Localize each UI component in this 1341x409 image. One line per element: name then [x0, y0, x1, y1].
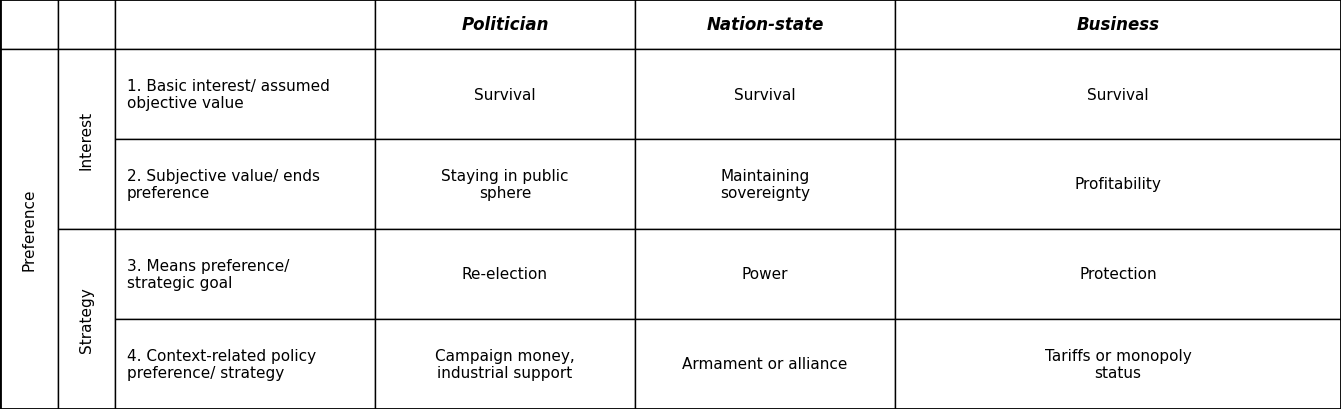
Bar: [375, 229, 636, 319]
Bar: [115, 319, 375, 409]
Text: Business: Business: [1077, 16, 1160, 34]
Text: Survival: Survival: [1088, 87, 1149, 102]
Text: Strategy: Strategy: [79, 286, 94, 352]
Bar: [0, 50, 58, 409]
Bar: [58, 0, 115, 50]
Bar: [894, 50, 1341, 139]
Text: Staying in public
sphere: Staying in public sphere: [441, 169, 569, 201]
Text: 2. Subjective value/ ends
preference: 2. Subjective value/ ends preference: [127, 169, 320, 201]
Text: Profitability: Profitability: [1074, 177, 1161, 192]
Text: 1. Basic interest/ assumed
objective value: 1. Basic interest/ assumed objective val…: [127, 79, 330, 111]
Text: Maintaining
sovereignty: Maintaining sovereignty: [720, 169, 810, 201]
Bar: [636, 139, 894, 229]
Bar: [636, 319, 894, 409]
Text: Tariffs or monopoly
status: Tariffs or monopoly status: [1045, 348, 1191, 380]
Bar: [894, 139, 1341, 229]
Bar: [894, 319, 1341, 409]
Bar: [894, 229, 1341, 319]
Bar: [115, 50, 375, 139]
Text: Politician: Politician: [461, 16, 548, 34]
Text: 3. Means preference/
strategic goal: 3. Means preference/ strategic goal: [127, 258, 290, 290]
Bar: [636, 229, 894, 319]
Bar: [58, 229, 115, 409]
Text: Interest: Interest: [79, 110, 94, 169]
Text: Campaign money,
industrial support: Campaign money, industrial support: [434, 348, 575, 380]
Text: Survival: Survival: [475, 87, 536, 102]
Text: Survival: Survival: [734, 87, 795, 102]
Text: Protection: Protection: [1080, 267, 1157, 282]
Text: Preference: Preference: [21, 188, 36, 271]
Bar: [0, 0, 58, 50]
Text: Re-election: Re-election: [463, 267, 548, 282]
Bar: [115, 0, 375, 50]
Bar: [636, 50, 894, 139]
Bar: [375, 139, 636, 229]
Bar: [115, 139, 375, 229]
Text: 4. Context-related policy
preference/ strategy: 4. Context-related policy preference/ st…: [127, 348, 316, 380]
Bar: [58, 50, 115, 229]
Bar: [636, 0, 894, 50]
Bar: [375, 319, 636, 409]
Bar: [894, 0, 1341, 50]
Text: Power: Power: [742, 267, 789, 282]
Bar: [115, 229, 375, 319]
Text: Nation-state: Nation-state: [707, 16, 823, 34]
Bar: [375, 0, 636, 50]
Bar: [375, 50, 636, 139]
Text: Armament or alliance: Armament or alliance: [683, 357, 848, 372]
